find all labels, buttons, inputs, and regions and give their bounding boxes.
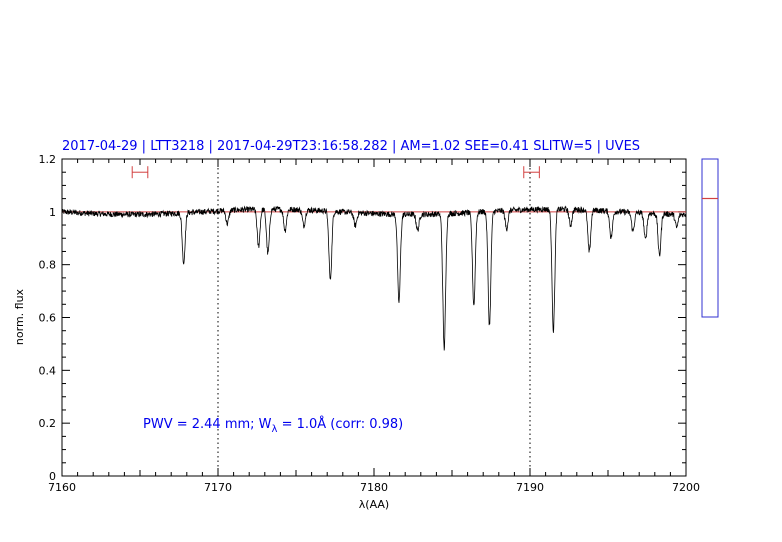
- axes-layer: 7160 7170 7180 7190 7200 0 0.2 0.4 0.6 0.8 1 1.2: [39, 153, 701, 494]
- y-tick-label: 0.4: [39, 364, 57, 377]
- x-tick-label: 7190: [516, 481, 544, 494]
- y-tick-label: 0.6: [39, 312, 57, 325]
- chart-title: 2017-04-29 | LTT3218 | 2017-04-29T23:16:…: [62, 139, 640, 154]
- pwv-annotation: PWV = 2.44 mm; Wλ = 1.0Å (corr: 0.98): [143, 416, 403, 435]
- y-tick-label: 1: [49, 206, 56, 219]
- data-layer: [61, 158, 719, 476]
- y-tick-label: 1.2: [39, 153, 57, 166]
- x-tick-label: 7180: [360, 481, 388, 494]
- spectrum-line: [61, 205, 687, 351]
- y-axis-label: norm. flux: [13, 288, 26, 345]
- side-indicator-box: [701, 158, 719, 318]
- x-tick-label: 7200: [672, 481, 700, 494]
- y-tick-label: 0.2: [39, 417, 57, 430]
- x-tick-label: 7170: [204, 481, 232, 494]
- y-tick-label: 0.8: [39, 259, 57, 272]
- y-tick-label: 0: [49, 470, 56, 483]
- annotation-prefix: PWV = 2.44 mm; W: [143, 417, 272, 432]
- annotation-subscript: λ: [272, 424, 278, 435]
- x-tick-label: 7160: [48, 481, 76, 494]
- x-axis-label: λ(AA): [359, 498, 389, 511]
- annotation-suffix: = 1.0Å (corr: 0.98): [277, 416, 403, 432]
